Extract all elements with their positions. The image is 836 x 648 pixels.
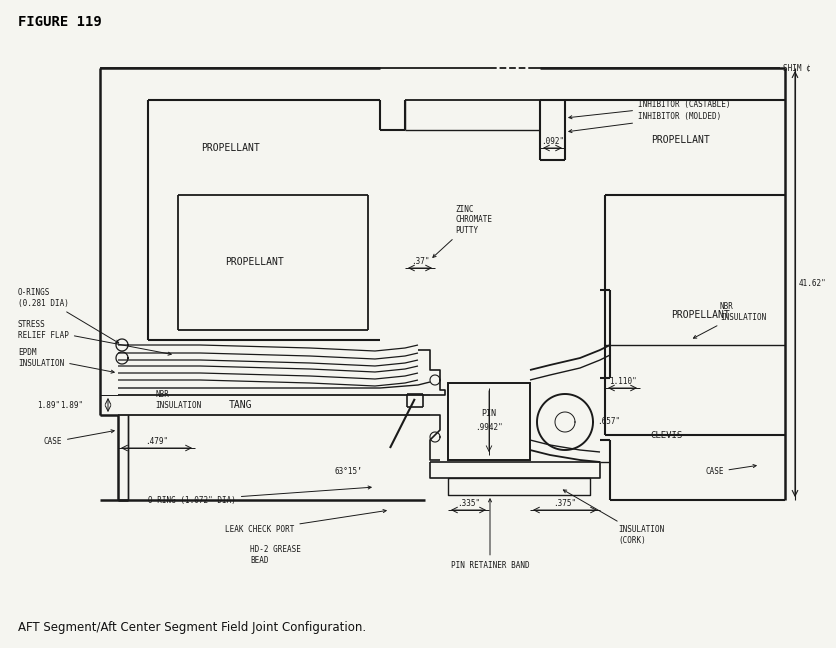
- Text: PIN: PIN: [482, 409, 497, 418]
- Text: INHIBITOR (CASTABLE): INHIBITOR (CASTABLE): [568, 100, 731, 119]
- Text: CLEVIS: CLEVIS: [650, 430, 682, 439]
- Text: PROPELLANT: PROPELLANT: [650, 135, 710, 145]
- Text: NBR
INSULATION: NBR INSULATION: [155, 390, 201, 410]
- Text: HD-2 GREASE
BEAD: HD-2 GREASE BEAD: [250, 546, 301, 564]
- Text: PIN RETAINER BAND: PIN RETAINER BAND: [451, 499, 529, 570]
- Text: .375": .375": [553, 500, 577, 509]
- Text: FIGURE 119: FIGURE 119: [18, 15, 102, 29]
- Text: INSULATION
(CORK): INSULATION (CORK): [563, 490, 665, 545]
- Text: PROPELLANT: PROPELLANT: [670, 310, 729, 320]
- Text: .092": .092": [541, 137, 564, 146]
- Text: SHIM ¢: SHIM ¢: [783, 64, 811, 73]
- Text: 63°15’: 63°15’: [334, 467, 362, 476]
- Bar: [448, 383, 530, 460]
- Text: 1.110": 1.110": [609, 378, 636, 386]
- Text: .335": .335": [457, 500, 480, 509]
- Text: O-RINGS
(0.281 DIA): O-RINGS (0.281 DIA): [18, 288, 119, 343]
- Text: INHIBITOR (MOLDED): INHIBITOR (MOLDED): [568, 113, 721, 133]
- Text: 41.62": 41.62": [799, 279, 827, 288]
- Text: .479": .479": [145, 437, 168, 446]
- Text: PROPELLANT: PROPELLANT: [201, 143, 259, 153]
- Text: CASE: CASE: [43, 430, 115, 446]
- Text: O-RING (1.072" DIA): O-RING (1.072" DIA): [148, 486, 371, 505]
- Text: NBR
INSULATION: NBR INSULATION: [693, 303, 767, 338]
- Text: TANG: TANG: [228, 400, 252, 410]
- Text: STRESS
RELIEF FLAP: STRESS RELIEF FLAP: [18, 320, 171, 355]
- Text: ZINC
CHROMATE
PUTTY: ZINC CHROMATE PUTTY: [433, 205, 492, 257]
- Text: 1.89": 1.89": [60, 400, 83, 410]
- Text: PROPELLANT: PROPELLANT: [226, 257, 284, 267]
- Text: LEAK CHECK PORT: LEAK CHECK PORT: [225, 509, 386, 535]
- Text: .37": .37": [410, 257, 429, 266]
- Text: EPDM
INSULATION: EPDM INSULATION: [18, 349, 115, 373]
- Text: CASE: CASE: [705, 465, 757, 476]
- Text: 1.89": 1.89": [37, 400, 60, 410]
- Text: .657": .657": [597, 417, 620, 426]
- Text: .9942": .9942": [475, 423, 503, 432]
- Text: AFT Segment/Aft Center Segment Field Joint Configuration.: AFT Segment/Aft Center Segment Field Joi…: [18, 621, 366, 634]
